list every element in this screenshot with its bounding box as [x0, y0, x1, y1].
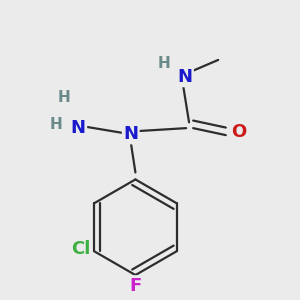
- Text: N: N: [71, 119, 86, 137]
- Text: H: H: [50, 117, 62, 132]
- Text: N: N: [123, 125, 138, 143]
- Text: O: O: [231, 123, 246, 141]
- Text: H: H: [57, 90, 70, 105]
- Text: N: N: [178, 68, 193, 86]
- Text: F: F: [129, 277, 142, 295]
- Text: H: H: [158, 56, 170, 71]
- Text: Cl: Cl: [71, 240, 91, 258]
